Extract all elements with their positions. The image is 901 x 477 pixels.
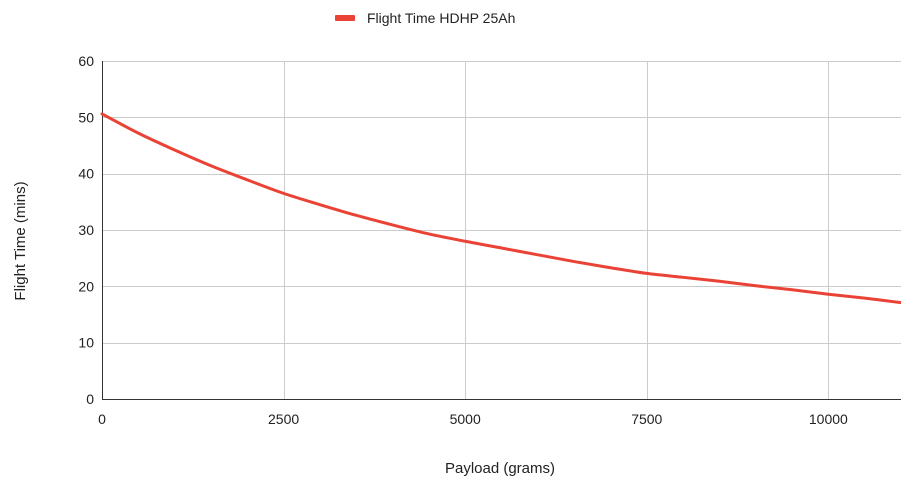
series-line: [100, 112, 901, 305]
legend-swatch: [335, 15, 355, 21]
legend-label: Flight Time HDHP 25Ah: [367, 10, 515, 26]
x-axis-title: Payload (grams): [445, 460, 555, 477]
y-tick-labels: 0 10 20 30 40 50 60: [78, 53, 94, 407]
x-tick-labels: 0 2500 5000 7500 10000: [98, 411, 848, 427]
y-tick-label: 40: [78, 166, 94, 182]
gridlines: [102, 61, 901, 399]
x-tick-label: 7500: [631, 411, 662, 427]
axes: [102, 61, 901, 400]
plot-series: [100, 112, 901, 305]
legend[interactable]: Flight Time HDHP 25Ah: [335, 10, 515, 26]
x-tick-label: 5000: [450, 411, 481, 427]
y-tick-label: 30: [78, 222, 94, 238]
y-tick-label: 60: [78, 53, 94, 69]
y-tick-label: 10: [78, 335, 94, 351]
x-tick-label: 2500: [268, 411, 299, 427]
x-tick-label: 0: [98, 411, 106, 427]
x-tick-label: 10000: [809, 411, 848, 427]
y-tick-label: 20: [78, 278, 94, 294]
y-axis-title: Flight Time (mins): [12, 181, 29, 300]
y-tick-label: 0: [86, 391, 94, 407]
y-tick-label: 50: [78, 109, 94, 125]
